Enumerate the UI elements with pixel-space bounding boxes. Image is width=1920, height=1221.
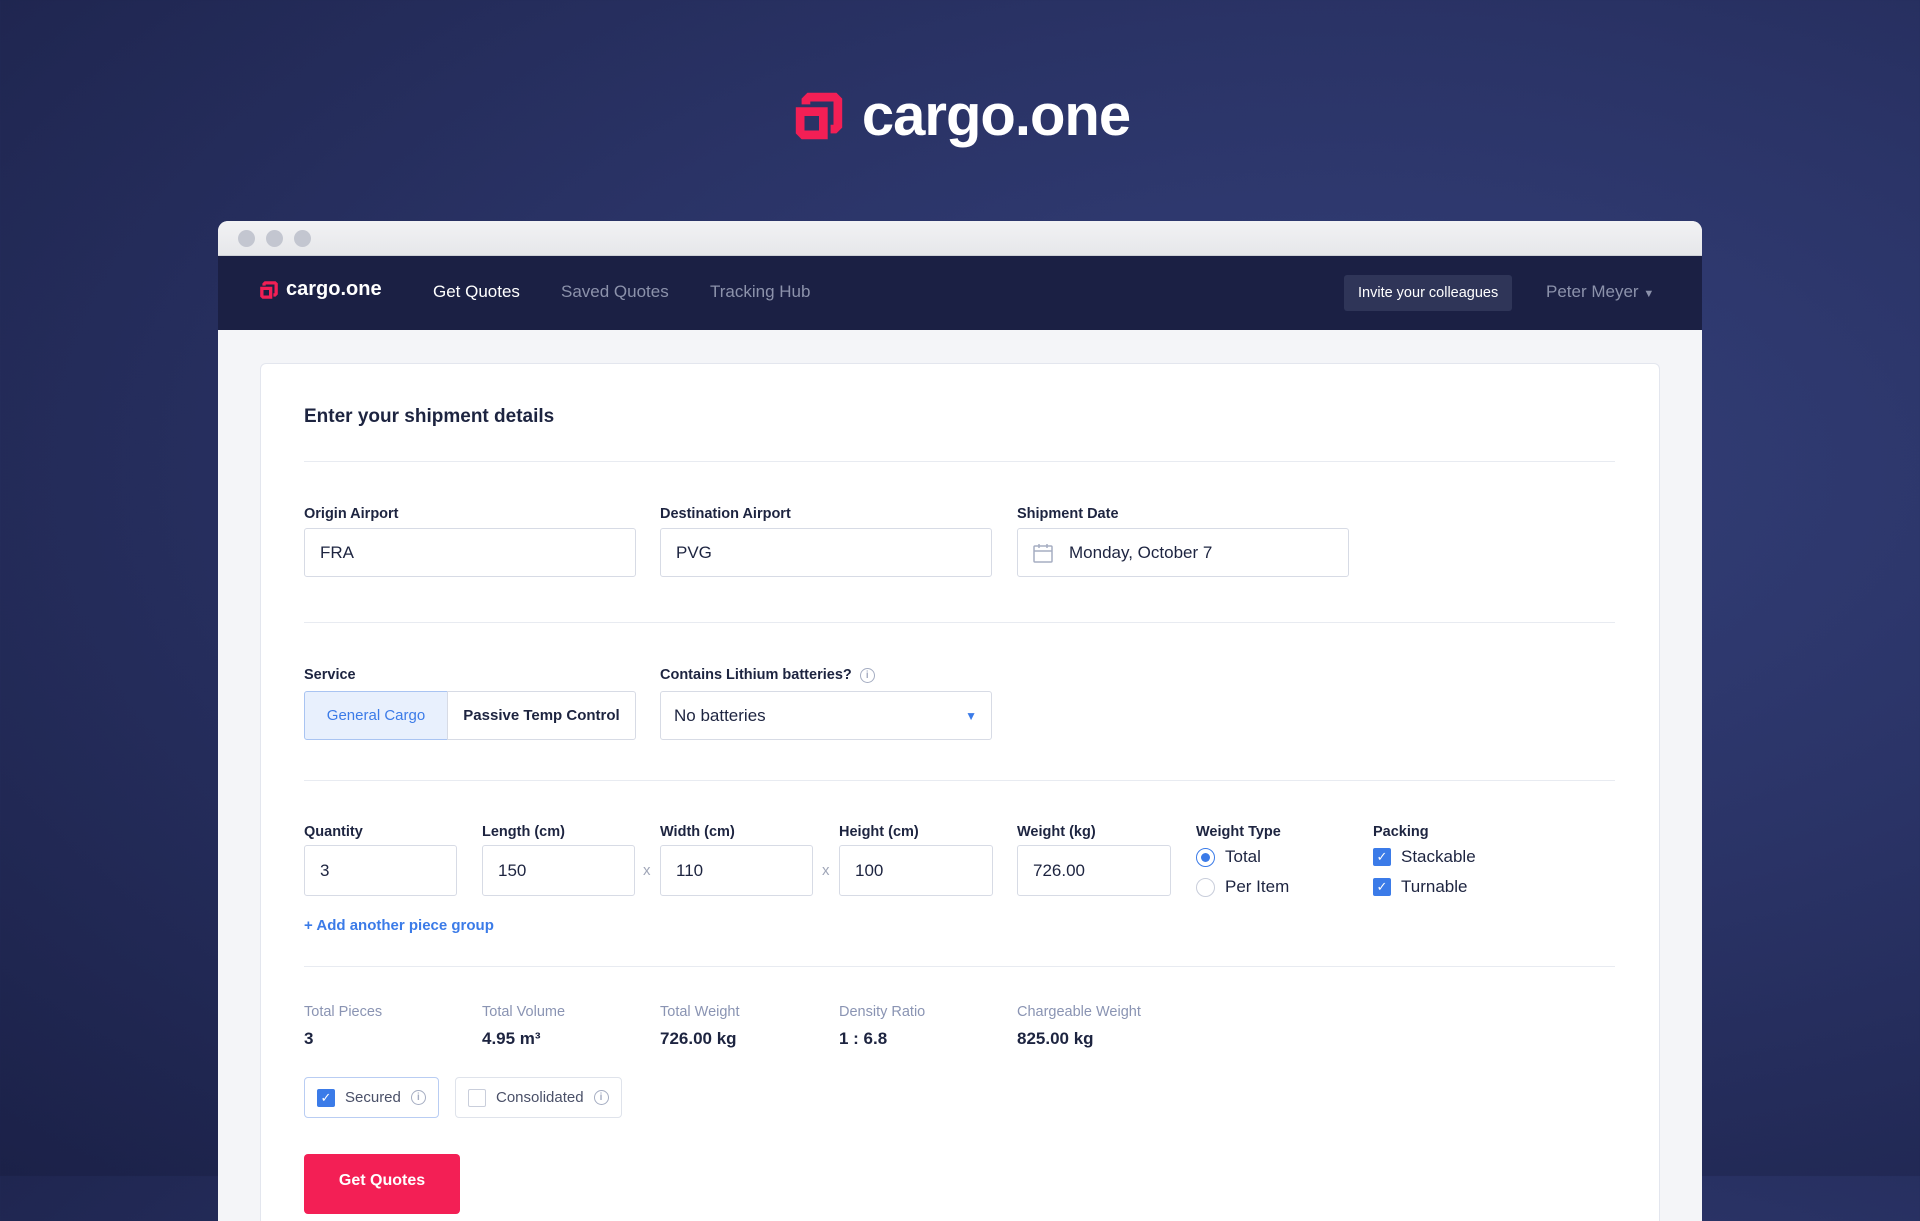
nav-tracking-hub[interactable]: Tracking Hub [710, 282, 811, 301]
width-label: Width (cm) [660, 824, 735, 840]
quantity-label: Quantity [304, 824, 363, 840]
multiply-sign: x [822, 862, 830, 879]
weight-label: Weight (kg) [1017, 824, 1096, 840]
total-pieces-label: Total Pieces [304, 1004, 383, 1020]
chargeable-weight-label: Chargeable Weight [1017, 1004, 1141, 1020]
destination-input[interactable]: PVG [660, 528, 992, 577]
cargo-logo-icon [258, 279, 280, 301]
multiply-sign: x [643, 862, 651, 879]
hero-logo: cargo.one [0, 82, 1920, 149]
browser-window: cargo.one Get Quotes Saved Quotes Tracki… [218, 221, 1702, 1221]
shipment-form-card: Enter your shipment details Origin Airpo… [260, 363, 1660, 1221]
weight-type-total[interactable]: Total [1196, 847, 1261, 867]
divider [304, 622, 1615, 623]
service-passive-temp-control[interactable]: Passive Temp Control [447, 691, 636, 740]
weight-type-label: Weight Type [1196, 824, 1281, 840]
user-menu[interactable]: Peter Meyer ▼ [1546, 282, 1654, 302]
user-name: Peter Meyer [1546, 282, 1639, 301]
destination-label: Destination Airport [660, 506, 791, 522]
packing-turnable[interactable]: ✓ Turnable [1373, 877, 1467, 897]
window-titlebar [218, 221, 1702, 256]
dropdown-arrow-icon: ▼ [965, 708, 977, 723]
divider [304, 966, 1615, 967]
radio-selected[interactable] [1196, 847, 1215, 867]
total-volume-value: 4.95 m³ [482, 1029, 541, 1048]
checkbox-unchecked[interactable] [468, 1088, 486, 1107]
origin-input[interactable]: FRA [304, 528, 636, 577]
option-label: Stackable [1401, 847, 1476, 866]
date-value: Monday, October 7 [1069, 542, 1213, 562]
total-volume-label: Total Volume [482, 1004, 566, 1020]
secured-toggle[interactable]: ✓ Secured i [304, 1077, 439, 1118]
weight-type-per-item[interactable]: Per Item [1196, 877, 1289, 897]
info-icon[interactable]: i [410, 1090, 426, 1105]
length-label: Length (cm) [482, 824, 565, 840]
density-ratio-value: 1 : 6.8 [839, 1029, 888, 1048]
invite-colleagues-button[interactable]: Invite your colleagues [1344, 275, 1513, 311]
packing-label: Packing [1373, 824, 1429, 840]
radio-unselected[interactable] [1196, 877, 1215, 897]
nav-get-quotes[interactable]: Get Quotes [433, 282, 520, 301]
height-input[interactable]: 100 [839, 845, 993, 896]
window-maximize-button[interactable] [294, 230, 311, 247]
origin-label: Origin Airport [304, 506, 399, 522]
top-nav: cargo.one Get Quotes Saved Quotes Tracki… [218, 256, 1702, 330]
info-icon[interactable]: i [593, 1090, 609, 1105]
divider [304, 780, 1615, 781]
nav-brand-name: cargo.one [286, 278, 382, 300]
get-quotes-button[interactable]: Get Quotes [304, 1154, 460, 1214]
add-piece-group-link[interactable]: + Add another piece group [304, 917, 494, 934]
service-label: Service [304, 667, 356, 683]
nav-logo[interactable]: cargo.one [258, 278, 382, 301]
consolidated-label: Consolidated [496, 1089, 584, 1106]
quantity-input[interactable]: 3 [304, 845, 457, 896]
option-label: Per Item [1225, 877, 1290, 896]
lithium-label: Contains Lithium batteries? i [660, 667, 875, 683]
page-title: Enter your shipment details [304, 406, 555, 427]
packing-stackable[interactable]: ✓ Stackable [1373, 847, 1476, 867]
total-pieces-value: 3 [304, 1029, 314, 1048]
info-icon[interactable]: i [859, 667, 875, 683]
length-input[interactable]: 150 [482, 845, 635, 896]
hero-brand-name: cargo.one [861, 83, 1131, 148]
width-input[interactable]: 110 [660, 845, 813, 896]
checkbox-checked[interactable]: ✓ [1373, 848, 1391, 866]
lithium-label-text: Contains Lithium batteries? [660, 667, 852, 683]
height-label: Height (cm) [839, 824, 919, 840]
divider [304, 461, 1615, 462]
calendar-icon [1033, 543, 1053, 563]
window-minimize-button[interactable] [266, 230, 283, 247]
density-ratio-label: Density Ratio [839, 1004, 926, 1020]
date-label: Shipment Date [1017, 506, 1119, 522]
total-weight-value: 726.00 kg [660, 1029, 737, 1048]
chevron-down-icon: ▼ [1643, 288, 1655, 300]
nav-saved-quotes[interactable]: Saved Quotes [561, 282, 669, 301]
total-weight-label: Total Weight [660, 1004, 740, 1020]
checkbox-checked[interactable]: ✓ [1373, 878, 1391, 896]
service-general-cargo[interactable]: General Cargo [304, 691, 448, 740]
weight-input[interactable]: 726.00 [1017, 845, 1171, 896]
secured-label: Secured [345, 1089, 401, 1106]
lithium-select[interactable]: No batteries ▼ [660, 691, 992, 740]
date-input[interactable]: Monday, October 7 [1017, 528, 1349, 577]
lithium-value: No batteries [674, 705, 766, 725]
cargo-logo-icon [790, 87, 848, 145]
chargeable-weight-value: 825.00 kg [1017, 1029, 1094, 1048]
consolidated-toggle[interactable]: Consolidated i [455, 1077, 622, 1118]
window-close-button[interactable] [238, 230, 255, 247]
option-label: Turnable [1401, 877, 1468, 896]
option-label: Total [1225, 847, 1261, 866]
checkbox-checked[interactable]: ✓ [317, 1088, 335, 1107]
